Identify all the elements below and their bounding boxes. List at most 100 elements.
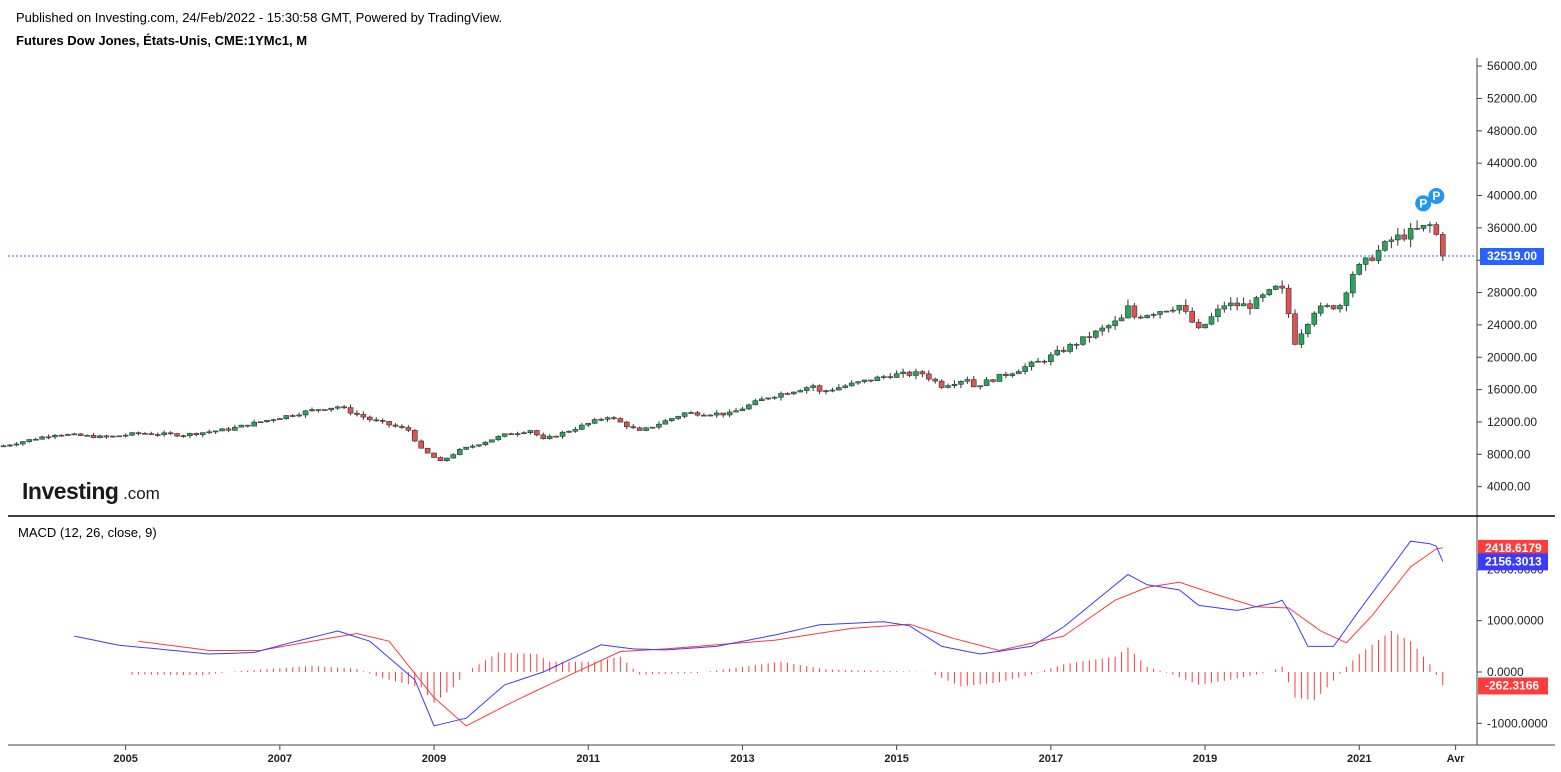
candle xyxy=(116,435,123,438)
candle-body xyxy=(1093,330,1099,338)
candle-body xyxy=(1311,312,1318,325)
candle-body xyxy=(579,424,585,430)
candle xyxy=(411,429,418,443)
candle-body xyxy=(643,427,649,431)
logo-suffix: .com xyxy=(123,484,160,503)
macd-badge-bg xyxy=(1478,677,1548,695)
candle-body xyxy=(720,412,726,416)
candle-body xyxy=(534,430,540,436)
p-markers[interactable]: PP xyxy=(1415,188,1445,212)
candle xyxy=(1015,369,1022,375)
candle-body xyxy=(527,430,534,433)
time-tick-label: 2019 xyxy=(1193,753,1217,765)
candle xyxy=(154,432,161,437)
candle xyxy=(84,434,90,437)
candle xyxy=(418,439,425,449)
candle xyxy=(52,434,58,440)
candle-body xyxy=(649,426,656,429)
candle xyxy=(707,414,714,417)
candle-body xyxy=(199,432,206,436)
candle-body xyxy=(1382,241,1388,251)
candle-body xyxy=(945,385,951,388)
candle xyxy=(996,373,1003,382)
candle xyxy=(1112,315,1118,330)
candle xyxy=(58,434,65,437)
candle xyxy=(855,381,861,385)
candle xyxy=(636,426,643,431)
candle xyxy=(476,444,482,448)
candle xyxy=(765,397,771,401)
price-axis: 56000.00 52000.00 48000.00 44000.00 40000.00… xyxy=(1477,59,1537,494)
last-price-indicator: 32519.00 xyxy=(8,248,1544,266)
p-marker: P xyxy=(1415,195,1432,212)
candle-body xyxy=(1292,313,1298,345)
macd-badge-bg xyxy=(1478,539,1548,557)
candle xyxy=(238,424,245,428)
candle-body xyxy=(1170,309,1176,312)
candle-body xyxy=(842,385,849,388)
candle-body xyxy=(238,424,245,428)
price-tick-label: 4000.00 xyxy=(1487,480,1531,494)
candle xyxy=(277,418,283,420)
candle xyxy=(823,389,829,395)
price-tick-label: 16000.00 xyxy=(1487,383,1537,397)
candle-body xyxy=(784,393,791,395)
candle-body xyxy=(559,431,566,437)
candle xyxy=(283,415,290,420)
candle-body xyxy=(688,412,694,414)
candle-body xyxy=(135,432,142,435)
candle xyxy=(354,410,360,417)
candle-body xyxy=(1427,224,1433,226)
candle xyxy=(726,409,733,418)
candle-body xyxy=(206,431,212,434)
candle xyxy=(1247,299,1253,315)
candle xyxy=(778,391,784,401)
candle xyxy=(328,407,335,412)
candle-body xyxy=(328,407,335,411)
candle-body xyxy=(546,435,553,439)
candle-body xyxy=(521,432,527,434)
candle-body xyxy=(399,426,405,428)
price-tick-label: 52000.00 xyxy=(1487,91,1537,105)
candle xyxy=(1060,346,1067,353)
candle-body xyxy=(1009,373,1016,376)
price-tick-label: 12000.00 xyxy=(1487,415,1537,429)
candle-body xyxy=(1067,344,1073,352)
candle xyxy=(681,412,688,419)
candle xyxy=(675,415,682,421)
candle-body xyxy=(386,421,392,426)
candle xyxy=(591,417,598,425)
candle-body xyxy=(1195,321,1202,329)
candle xyxy=(71,432,78,436)
candle xyxy=(187,432,193,439)
candle xyxy=(1234,297,1240,311)
macd-line xyxy=(74,540,1444,727)
candle-body xyxy=(1420,224,1427,229)
candle-body xyxy=(656,423,662,428)
candle xyxy=(1305,323,1311,338)
candle-body xyxy=(495,436,502,441)
candle xyxy=(758,396,765,402)
time-tick-label: Avr xyxy=(1447,753,1466,765)
candle xyxy=(527,429,534,435)
candle xyxy=(1311,311,1318,327)
candle-body xyxy=(1144,315,1151,319)
candle-body xyxy=(1285,287,1292,315)
candle xyxy=(456,448,463,456)
candle-body xyxy=(354,412,360,415)
p-marker-circle xyxy=(1415,195,1432,212)
candle-body xyxy=(482,441,489,446)
candle xyxy=(514,431,521,437)
time-tick-label: 2013 xyxy=(730,753,754,765)
candle-body xyxy=(1369,257,1375,261)
candle-body xyxy=(1157,311,1163,315)
candle-body xyxy=(1356,264,1363,275)
candle-body xyxy=(116,435,123,438)
candle-body xyxy=(1131,305,1138,318)
candle-body xyxy=(1266,289,1273,296)
candle xyxy=(360,411,367,420)
candle xyxy=(919,369,926,378)
candle xyxy=(970,376,977,388)
candle xyxy=(893,370,900,378)
